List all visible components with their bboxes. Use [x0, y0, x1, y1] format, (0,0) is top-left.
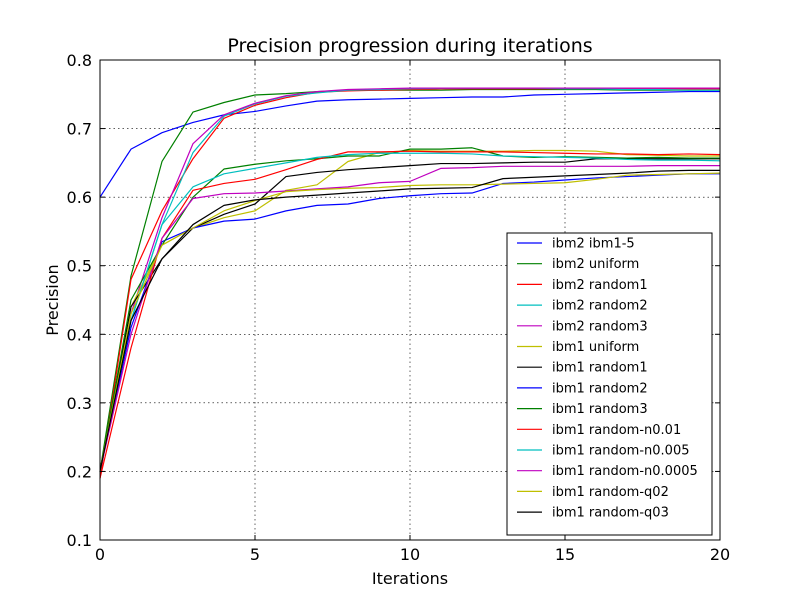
legend-label: ibm2 random3 [552, 319, 648, 334]
legend-label: ibm1 random-n0.005 [552, 444, 690, 459]
legend-label: ibm1 random3 [552, 402, 648, 417]
x-tick-label: 20 [710, 545, 730, 564]
y-tick-label: 0.5 [67, 257, 92, 276]
legend-label: ibm1 uniform [552, 340, 639, 355]
y-axis-label: Precision [43, 264, 62, 335]
legend-label: ibm2 ibm1-5 [552, 237, 635, 252]
y-tick-label: 0.8 [67, 51, 92, 70]
legend-label: ibm1 random1 [552, 361, 648, 376]
y-tick-label: 0.4 [67, 325, 92, 344]
series-line-13 [99, 172, 721, 472]
y-tick-label: 0.7 [67, 120, 92, 139]
x-tick-label: 0 [95, 545, 105, 564]
chart-title: Precision progression during iterations [227, 35, 592, 57]
series-line-4 [99, 87, 720, 472]
y-tick-label: 0.6 [67, 188, 92, 207]
series-line-14 [99, 169, 720, 472]
series-line-5 [99, 87, 720, 472]
legend: ibm2 ibm1-5 ibm2 uniform ibm2 random1 ibm2 … [506, 232, 713, 536]
legend-label: ibm1 random-q02 [552, 485, 669, 500]
series-line-2 [99, 88, 720, 472]
legend-label: ibm1 random-q03 [552, 506, 669, 521]
y-tick-label: 0.1 [67, 531, 92, 550]
y-tick-label: 0.3 [67, 394, 92, 413]
legend-label: ibm2 random1 [552, 278, 648, 293]
series-line-12 [99, 165, 720, 472]
legend-label: ibm1 random2 [552, 381, 648, 396]
x-tick-label: 10 [400, 545, 420, 564]
x-axis-label: Iterations [372, 569, 448, 588]
axis-ticks: 0 5 10 15 20 0.1 0.2 0.3 0.4 0.5 0.6 0.7 0.8 [67, 51, 731, 564]
series-line-11 [99, 152, 721, 472]
legend-box [506, 232, 713, 536]
x-tick-label: 5 [250, 545, 260, 564]
legend-label: ibm2 random2 [552, 299, 648, 314]
series-line-1 [99, 90, 720, 198]
legend-label: ibm1 random-n0.0005 [552, 464, 698, 479]
series-lines [99, 87, 721, 479]
series-line-10 [99, 150, 721, 479]
y-tick-label: 0.2 [67, 462, 92, 481]
legend-label: ibm2 uniform [552, 257, 639, 272]
x-tick-label: 15 [555, 545, 575, 564]
legend-label: ibm1 random-n0.01 [552, 423, 681, 438]
